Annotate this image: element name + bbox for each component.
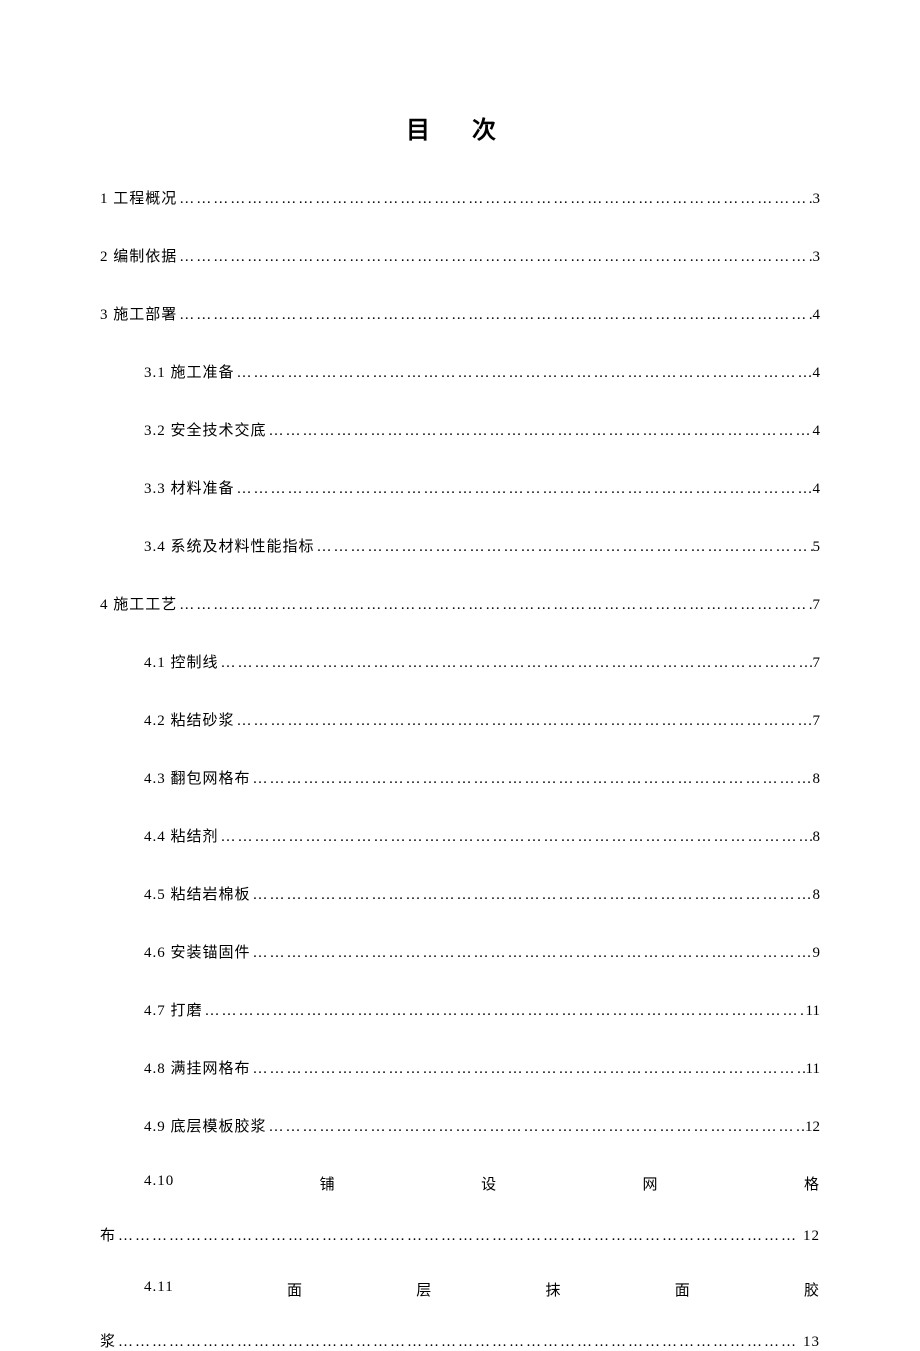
- toc-label: 4.7 打磨: [144, 999, 203, 1023]
- toc-page-number: 8: [813, 883, 821, 907]
- toc-entry: 4.1 控制线…………………………………………………………………………………………: [100, 651, 820, 675]
- toc-entry: 4.3 翻包网格布……………………………………………………………………………………: [100, 767, 820, 791]
- toc-page-number: 8: [813, 767, 821, 791]
- toc-dots: ……………………………………………………………………………………………………………: [177, 245, 812, 269]
- toc-char: 格: [804, 1173, 820, 1194]
- toc-char: 层: [416, 1279, 432, 1300]
- toc-entry: 3.3 材料准备………………………………………………………………………………………: [100, 477, 820, 501]
- toc-page-number: 3: [813, 187, 821, 211]
- toc-label: 4.8 满挂网格布: [144, 1057, 251, 1081]
- toc-page-number: 12: [805, 1115, 820, 1139]
- toc-page-number: 13: [801, 1334, 820, 1351]
- toc-entry: 4.2 粘结砂浆………………………………………………………………………………………: [100, 709, 820, 733]
- toc-page-number: 11: [806, 999, 820, 1023]
- toc-entry: 4.7 打磨……………………………………………………………………………………………: [100, 999, 820, 1023]
- toc-label: 3.1 施工准备: [144, 361, 235, 385]
- toc-page-number: 8: [813, 825, 821, 849]
- toc-page-number: 11: [806, 1057, 820, 1081]
- toc-dots: ……………………………………………………………………………………………………………: [177, 593, 812, 617]
- toc-entry-continuation: 浆…………………………………………………………………………………………………………: [100, 1330, 820, 1351]
- toc-entry: 1 工程概况……………………………………………………………………………………………: [100, 187, 820, 211]
- toc-dots: ……………………………………………………………………………………………………………: [177, 187, 812, 211]
- toc-entry: 3.2 安全技术交底…………………………………………………………………………………: [100, 419, 820, 443]
- toc-label: 4.6 安装锚固件: [144, 941, 251, 965]
- toc-entry: 4.8 满挂网格布……………………………………………………………………………………: [100, 1057, 820, 1081]
- toc-char: 胶: [804, 1279, 820, 1300]
- toc-label: 4 施工工艺: [100, 593, 177, 617]
- toc-label: 4.1 控制线: [144, 651, 219, 675]
- toc-entry-spaced: 4.11 面 层 抹 面 胶: [100, 1279, 820, 1300]
- toc-entry-spaced: 4.10 铺 设 网 格: [100, 1173, 820, 1194]
- toc-cont-char: 浆: [100, 1330, 116, 1351]
- toc-char: 网: [643, 1173, 659, 1194]
- toc-page-number: 9: [813, 941, 821, 965]
- toc-char: 抹: [545, 1279, 561, 1300]
- toc-dots: ……………………………………………………………………………………………………………: [251, 941, 813, 965]
- toc-label: 3 施工部署: [100, 303, 177, 327]
- page-title: 目 次: [100, 110, 820, 145]
- toc-entry: 4.6 安装锚固件……………………………………………………………………………………: [100, 941, 820, 965]
- toc-char: 设: [481, 1173, 497, 1194]
- toc-entry: 3.4 系统及材料性能指标…………………………………………………………………………: [100, 535, 820, 559]
- toc-page-number: 4: [813, 361, 821, 385]
- toc-label: 4.3 翻包网格布: [144, 767, 251, 791]
- toc-label: 4.10: [144, 1173, 174, 1194]
- toc-entry: 2 编制依据……………………………………………………………………………………………: [100, 245, 820, 269]
- toc-label: 3.4 系统及材料性能指标: [144, 535, 315, 559]
- toc-dots: ……………………………………………………………………………………………………………: [267, 419, 813, 443]
- toc-dots: ……………………………………………………………………………………………………………: [235, 361, 813, 385]
- toc-label: 1 工程概况: [100, 187, 177, 211]
- toc-dots: ……………………………………………………………………………………………………………: [203, 999, 806, 1023]
- toc-page-number: 4: [813, 303, 821, 327]
- toc-dots: ……………………………………………………………………………………………………………: [315, 535, 813, 559]
- toc-label: 3.3 材料准备: [144, 477, 235, 501]
- toc-page-number: 4: [813, 477, 821, 501]
- toc-entry: 4 施工工艺……………………………………………………………………………………………: [100, 593, 820, 617]
- toc-dots: ……………………………………………………………………………………………………………: [219, 651, 813, 675]
- toc-entry: 4.9 底层模板胶浆…………………………………………………………………………………: [100, 1115, 820, 1139]
- toc-entry: 4.5 粘结岩棉板……………………………………………………………………………………: [100, 883, 820, 907]
- toc-entry: 3.1 施工准备………………………………………………………………………………………: [100, 361, 820, 385]
- toc-char: 面: [675, 1279, 691, 1300]
- toc-entry: 3 施工部署……………………………………………………………………………………………: [100, 303, 820, 327]
- toc-page-number: 7: [813, 709, 821, 733]
- toc-cont-char: 布: [100, 1224, 116, 1245]
- toc-label: 4.4 粘结剂: [144, 825, 219, 849]
- toc-page-number: 12: [801, 1228, 820, 1245]
- toc-entry-continuation: 布…………………………………………………………………………………………………………: [100, 1224, 820, 1245]
- toc-page-number: 3: [813, 245, 821, 269]
- toc-page-number: 7: [813, 593, 821, 617]
- toc-char: 面: [287, 1279, 303, 1300]
- toc-dots: ……………………………………………………………………………………………………………: [251, 883, 813, 907]
- toc-page-number: 4: [813, 419, 821, 443]
- toc-dots: ……………………………………………………………………………………………………………: [235, 477, 813, 501]
- toc-dots: ……………………………………………………………………………………………………………: [116, 1228, 799, 1245]
- toc-label: 3.2 安全技术交底: [144, 419, 267, 443]
- toc-entry: 4.4 粘结剂…………………………………………………………………………………………: [100, 825, 820, 849]
- toc-label: 2 编制依据: [100, 245, 177, 269]
- toc-char: 铺: [320, 1173, 336, 1194]
- toc-dots: ……………………………………………………………………………………………………………: [251, 1057, 806, 1081]
- toc-dots: ……………………………………………………………………………………………………………: [116, 1334, 799, 1351]
- toc-dots: ……………………………………………………………………………………………………………: [267, 1115, 805, 1139]
- toc-dots: ……………………………………………………………………………………………………………: [235, 709, 813, 733]
- toc-label: 4.5 粘结岩棉板: [144, 883, 251, 907]
- toc-page-number: 7: [813, 651, 821, 675]
- toc-dots: ……………………………………………………………………………………………………………: [251, 767, 813, 791]
- toc-dots: ……………………………………………………………………………………………………………: [177, 303, 812, 327]
- toc-page-number: 5: [813, 535, 821, 559]
- toc-label: 4.9 底层模板胶浆: [144, 1115, 267, 1139]
- toc-dots: ……………………………………………………………………………………………………………: [219, 825, 813, 849]
- toc-label: 4.2 粘结砂浆: [144, 709, 235, 733]
- table-of-contents: 1 工程概况……………………………………………………………………………………………: [100, 187, 820, 1351]
- toc-label: 4.11: [144, 1279, 174, 1300]
